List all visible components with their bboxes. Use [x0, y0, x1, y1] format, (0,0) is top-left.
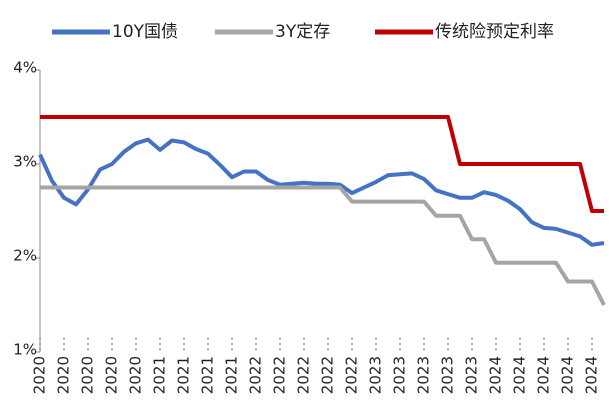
x-tick-label: 2024	[583, 356, 601, 394]
series-line	[40, 185, 606, 306]
x-tick-label: 2023	[439, 356, 457, 394]
x-tick-label: 2020	[55, 356, 73, 394]
x-tick-label: 2024	[559, 356, 577, 394]
x-tick-label: 2024	[487, 356, 505, 394]
x-tick-label: 2023	[391, 356, 409, 394]
x-tick-label: 2022	[343, 356, 361, 394]
x-tick-label: 2023	[367, 356, 385, 394]
y-tick-label: 1%	[13, 341, 37, 359]
x-tick-label: 2021	[223, 356, 241, 394]
x-tick-label: 2022	[247, 356, 265, 394]
x-tick-label: 2022	[271, 356, 289, 394]
x-tick-label: 2020	[127, 356, 145, 394]
x-tick-label: 2021	[175, 356, 193, 394]
series-line	[38, 137, 605, 247]
series-line	[40, 115, 604, 213]
legend-label: 10Y国债	[112, 22, 178, 42]
x-tick-label: 2022	[295, 356, 313, 394]
x-tick-label: 2020	[79, 356, 97, 394]
x-tick-label: 2022	[319, 356, 337, 394]
x-tick-label: 2024	[511, 356, 529, 394]
legend-label: 传统险预定利率	[435, 22, 554, 42]
x-tick-label: 2024	[535, 356, 553, 394]
x-tick-label: 2023	[463, 356, 481, 394]
y-tick-label: 3%	[13, 153, 37, 171]
x-tick-label: 2021	[151, 356, 169, 394]
y-tick-label: 4%	[13, 59, 37, 77]
x-tick-label: 2023	[415, 356, 433, 394]
x-tick-label: 2020	[103, 356, 121, 394]
y-tick-label: 2%	[13, 247, 37, 265]
x-tick-label: 2021	[199, 356, 217, 394]
legend-label: 3Y定存	[275, 22, 330, 42]
x-tick-label: 2020	[31, 356, 49, 394]
